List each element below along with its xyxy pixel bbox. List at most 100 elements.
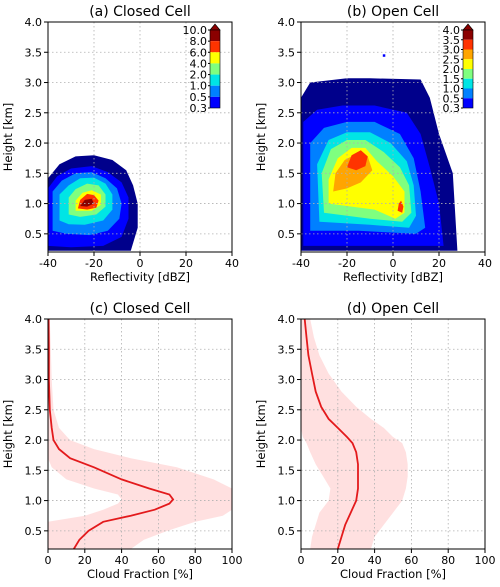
colorbar-segment-1 xyxy=(210,41,220,53)
x-tick-label-2: 0 xyxy=(137,257,144,270)
y-axis-label: Height [km] xyxy=(1,400,15,469)
y-tick-label-4: 2.5 xyxy=(25,404,43,417)
panel-3: 0 20 40 60 80 100 0.5 1.0 1.5 2.0 2.5 3.0 3.5 4.0 (d) … xyxy=(254,301,496,581)
colorbar-label-7: 0.5 xyxy=(443,92,461,105)
x-tick-label-2: 0 xyxy=(390,257,397,270)
colorbar-segment-2 xyxy=(463,49,473,60)
x-tick-label-3: 60 xyxy=(151,554,165,567)
colorbar-label-4: 2.0 xyxy=(190,69,208,82)
x-tick-label-4: 40 xyxy=(478,257,492,270)
colorbar-label-2: 3.0 xyxy=(443,44,461,57)
colorbar-frame xyxy=(209,29,221,109)
colorbar-label-5: 1.0 xyxy=(190,80,208,93)
y-tick-label-0: 0.5 xyxy=(278,525,296,538)
colorbar-segment-4 xyxy=(463,69,473,79)
colorbar-segment-3 xyxy=(463,59,473,69)
y-tick-label-1: 1.0 xyxy=(25,198,43,211)
y-tick-label-3: 2.0 xyxy=(25,434,43,447)
colorbar-label-1: 3.5 xyxy=(443,34,461,47)
panel-1: -40 -20 0 20 400.51.01.52.02.53.03.54.0(b) O… xyxy=(254,4,492,284)
x-tick-label-1: -20 xyxy=(85,257,103,270)
panel-title: (b) Open Cell xyxy=(347,4,439,20)
colorbar-label-6: 1.0 xyxy=(443,83,461,96)
plot-area xyxy=(48,22,232,252)
colorbar-segment-4 xyxy=(210,74,220,86)
y-tick-label-5: 3.0 xyxy=(25,374,43,387)
colorbar-segment-5 xyxy=(210,85,220,97)
contour-speck xyxy=(382,54,386,57)
y-tick-label-7: 4.0 xyxy=(25,16,43,29)
colorbar-segment-3 xyxy=(210,63,220,75)
colorbar-label-2: 6.0 xyxy=(190,46,208,59)
y-tick-label-5: 3.0 xyxy=(278,77,296,90)
contour-level-10-7 xyxy=(80,198,94,207)
x-tick-label-1: 20 xyxy=(331,554,345,567)
colorbar-segment-5 xyxy=(463,78,473,89)
x-tick-label-0: -40 xyxy=(39,257,57,270)
colorbar-label-3: 4.0 xyxy=(190,57,208,70)
x-tick-label-4: 40 xyxy=(225,257,239,270)
plot-area xyxy=(301,22,485,252)
y-tick-label-7: 4.0 xyxy=(278,16,296,29)
panel-title: (d) Open Cell xyxy=(347,301,439,317)
x-tick-label-3: 60 xyxy=(404,554,418,567)
y-tick-label-1: 1.0 xyxy=(278,198,296,211)
y-tick-label-5: 3.0 xyxy=(25,77,43,90)
x-tick-label-0: 0 xyxy=(298,554,305,567)
y-tick-label-1: 1.0 xyxy=(278,495,296,508)
x-tick-label-0: 0 xyxy=(45,554,52,567)
y-axis-label: Height [km] xyxy=(254,103,268,172)
x-axis-label: Reflectivity [dBZ] xyxy=(343,270,443,284)
y-tick-label-6: 3.5 xyxy=(25,343,43,356)
y-axis-label: Height [km] xyxy=(254,400,268,469)
y-axis-label: Height [km] xyxy=(1,103,15,172)
panel-0: -40 -20 0 20 400.51.01.52.02.53.03.54.0(a) C… xyxy=(1,4,239,284)
x-axis-label: Reflectivity [dBZ] xyxy=(90,270,190,284)
series-0-mean-line xyxy=(303,319,359,549)
colorbar-label-4: 2.0 xyxy=(443,63,461,76)
axes-frame xyxy=(47,318,233,550)
y-tick-label-7: 4.0 xyxy=(25,313,43,326)
plot-area xyxy=(48,319,232,549)
colorbar: 10.08.06.04.02.01.00.50.3 xyxy=(183,23,221,115)
y-tick-label-1: 1.0 xyxy=(25,495,43,508)
x-tick-label-0: -40 xyxy=(292,257,310,270)
x-tick-label-3: 20 xyxy=(432,257,446,270)
series-0-range-band xyxy=(48,319,232,549)
y-tick-label-0: 0.5 xyxy=(25,228,43,241)
colorbar-segment-1 xyxy=(463,39,473,50)
panel-title: (c) Closed Cell xyxy=(90,301,191,317)
colorbar-label-0: 10.0 xyxy=(183,24,208,37)
x-tick-label-2: 40 xyxy=(115,554,129,567)
x-tick-label-2: 40 xyxy=(368,554,382,567)
colorbar-label-0: 4.0 xyxy=(443,24,461,37)
colorbar-label-5: 1.5 xyxy=(443,73,461,86)
contour-level-3.5-7 xyxy=(347,150,368,171)
colorbar-extend-arrow xyxy=(209,23,221,31)
x-tick-label-4: 80 xyxy=(441,554,455,567)
y-tick-label-7: 4.0 xyxy=(278,313,296,326)
colorbar: 4.03.53.02.52.01.51.00.50.3 xyxy=(443,23,474,115)
y-tick-label-3: 2.0 xyxy=(278,434,296,447)
colorbar-label-1: 8.0 xyxy=(190,35,208,48)
colorbar-segment-0 xyxy=(463,30,473,40)
colorbar-label-3: 2.5 xyxy=(443,53,461,66)
x-axis-label: Cloud Fraction [%] xyxy=(340,567,446,581)
x-tick-label-3: 20 xyxy=(179,257,193,270)
y-tick-label-3: 2.0 xyxy=(278,137,296,150)
colorbar-segment-0 xyxy=(210,30,220,42)
x-tick-label-1: 20 xyxy=(78,554,92,567)
colorbar-extend-arrow xyxy=(462,23,474,31)
y-tick-label-4: 2.5 xyxy=(25,107,43,120)
series-0-mean-line xyxy=(48,319,175,549)
y-tick-label-2: 1.5 xyxy=(278,464,296,477)
y-tick-label-6: 3.5 xyxy=(278,343,296,356)
x-tick-label-5: 100 xyxy=(475,554,496,567)
plot-area xyxy=(301,319,485,549)
y-tick-label-3: 2.0 xyxy=(25,137,43,150)
colorbar-segment-7 xyxy=(463,98,473,108)
series-0-range-band xyxy=(301,319,408,549)
y-tick-label-0: 0.5 xyxy=(25,525,43,538)
y-tick-label-2: 1.5 xyxy=(278,167,296,180)
